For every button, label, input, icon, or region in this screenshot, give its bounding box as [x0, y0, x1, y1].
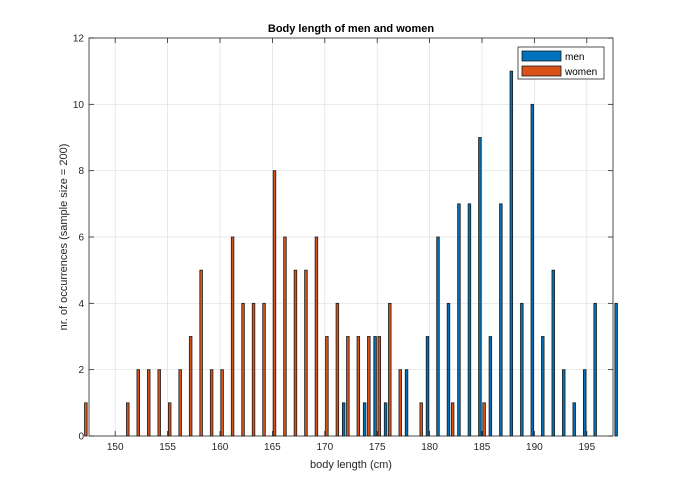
- x-tick-label: 190: [526, 442, 543, 453]
- bar-men: [478, 137, 482, 437]
- legend-swatch-women: [521, 65, 562, 77]
- bar-women: [188, 336, 193, 437]
- bar-men: [373, 336, 377, 437]
- bar-women: [84, 402, 88, 437]
- bar-men: [509, 70, 514, 437]
- bar-women: [178, 369, 182, 437]
- bar-women: [147, 369, 151, 437]
- bar-women: [367, 336, 371, 437]
- legend: men women: [517, 46, 605, 80]
- bar-women: [167, 402, 172, 437]
- y-tick-label: 12: [73, 34, 85, 45]
- bar-men: [562, 369, 566, 437]
- bar-women: [199, 269, 203, 437]
- bar-women: [251, 302, 256, 437]
- bar-women: [157, 369, 161, 437]
- chart-title: Body length of men and women: [268, 23, 435, 35]
- bar-men: [530, 103, 535, 437]
- bar-men: [541, 336, 545, 437]
- y-tick-label: 2: [78, 365, 84, 376]
- bar-women: [335, 302, 340, 437]
- bar-women: [377, 336, 381, 437]
- bar-men: [404, 369, 409, 437]
- bar-women: [283, 236, 287, 437]
- x-axis-label: body length (cm): [310, 459, 392, 471]
- bar-men: [467, 203, 472, 437]
- y-tick-label: 8: [78, 166, 84, 177]
- bar-women: [314, 236, 319, 437]
- bar-women: [356, 336, 361, 437]
- bar-women: [482, 402, 486, 437]
- bar-women: [220, 369, 224, 437]
- bar-men: [436, 236, 440, 437]
- bar-women: [346, 336, 350, 437]
- bar-women: [388, 302, 392, 437]
- y-axis-label: nr. of occurrences (sample size = 200): [58, 144, 70, 331]
- bar-men: [383, 402, 388, 437]
- bar-men: [614, 302, 618, 437]
- bar-men: [488, 336, 493, 437]
- x-tick-label: 185: [474, 442, 491, 453]
- bar-women: [419, 402, 423, 437]
- y-tick-label: 10: [73, 100, 85, 111]
- bars: [84, 70, 618, 437]
- bar-men: [593, 302, 597, 437]
- bar-women: [293, 269, 298, 437]
- y-tick-label: 4: [78, 299, 84, 310]
- bar-women: [136, 369, 140, 437]
- bar-men: [499, 203, 503, 437]
- bar-women: [272, 170, 277, 437]
- legend-swatch-men: [521, 50, 562, 62]
- bar-women: [398, 369, 402, 437]
- x-tick-label: 195: [578, 442, 595, 453]
- x-tick-label: 175: [369, 442, 386, 453]
- x-tick-label: 180: [421, 442, 438, 453]
- bar-men: [551, 269, 555, 437]
- bar-women: [241, 302, 245, 437]
- bar-women: [230, 236, 235, 437]
- bar-women: [450, 402, 455, 437]
- bar-men: [583, 369, 587, 437]
- bar-men: [341, 402, 346, 437]
- bar-men: [362, 402, 367, 437]
- x-tick-label: 155: [159, 442, 176, 453]
- bar-women: [126, 402, 130, 437]
- bar-men: [446, 302, 451, 437]
- bar-women: [262, 302, 266, 437]
- bar-men: [425, 336, 430, 437]
- x-tick-label: 160: [212, 442, 229, 453]
- bar-women: [209, 369, 214, 437]
- y-tick-label: 0: [78, 432, 84, 443]
- x-tick-label: 170: [316, 442, 333, 453]
- bar-women: [304, 269, 308, 437]
- x-tick-label: 165: [264, 442, 281, 453]
- ticks: 150 155 160 165 170 175 180 185 190 195 0 2 4 6 8 10 12: [73, 34, 613, 453]
- x-tick-label: 150: [107, 442, 124, 453]
- bar-men: [457, 203, 461, 437]
- legend-label-women: women: [564, 67, 597, 78]
- legend-label-men: men: [565, 52, 584, 63]
- bar-men: [520, 302, 524, 437]
- y-tick-label: 6: [78, 233, 84, 244]
- bar-men: [572, 402, 576, 437]
- bar-women: [325, 336, 329, 437]
